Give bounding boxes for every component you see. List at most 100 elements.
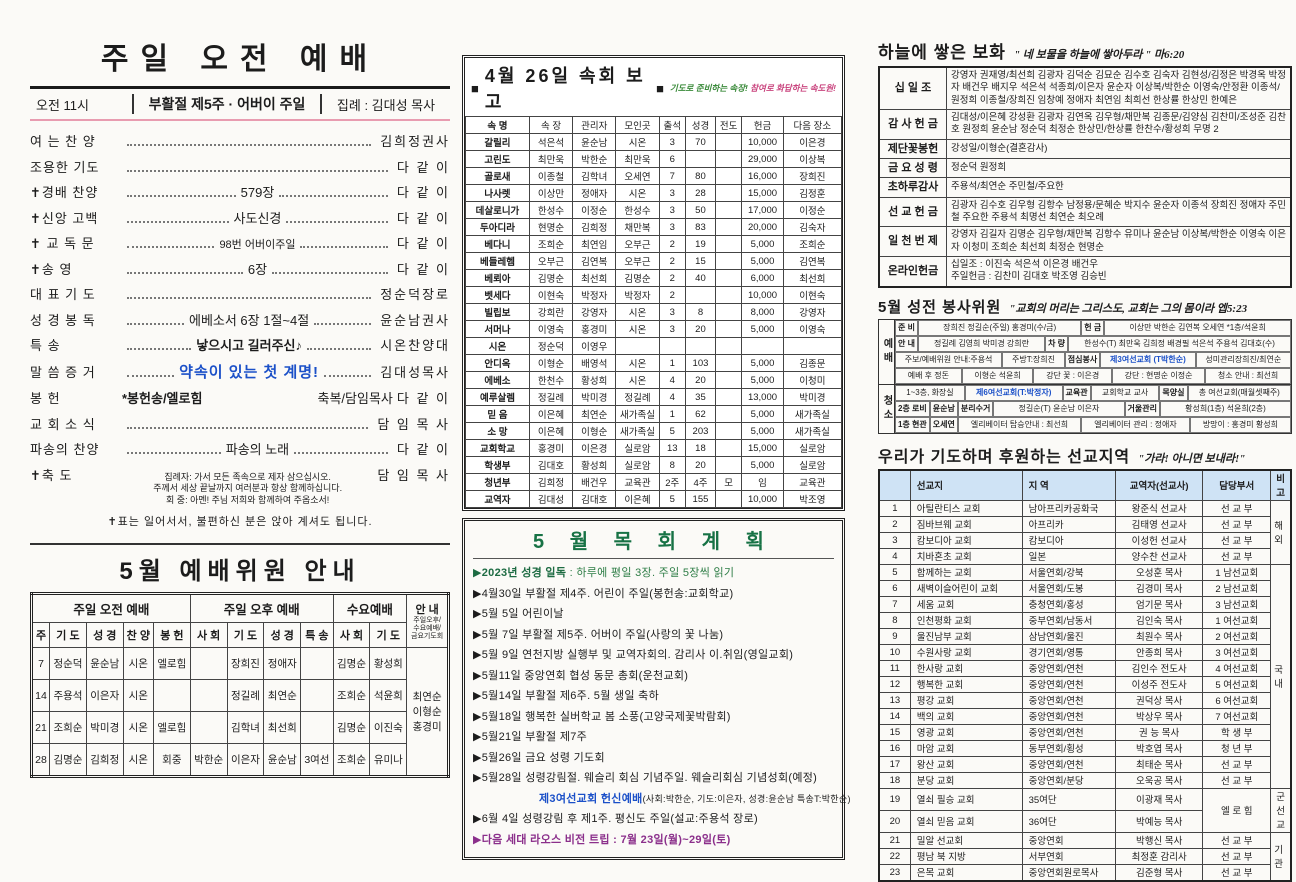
table-cell: 홍경미 xyxy=(572,320,617,338)
table-cell: 8 xyxy=(878,611,911,629)
table-cell: ▶6월 4일 성령강림 후 제1주. 평신도 주일(설교:주용석 장로) xyxy=(473,813,758,825)
table-cell: 주방T:장희진 xyxy=(1002,351,1065,368)
table-cell: 황성희 xyxy=(572,456,617,474)
table-row: 에베소 한천수 황성희 시온 4 20 5,000 이청미 xyxy=(465,371,843,389)
table-cell: 이영숙 xyxy=(782,320,843,338)
table-cell: 낳으시고 길러주신♪ xyxy=(196,338,302,353)
table-cell: 안종희 목사 xyxy=(1115,643,1204,661)
table-cell: 박예능 목사 xyxy=(1115,809,1204,833)
table-cell: 시온 xyxy=(122,679,154,713)
table-cell: 여 는 찬 양 xyxy=(30,134,96,149)
table-row: 22 평남 북 지방 서부연회 최정훈 감리사 선 교 부 xyxy=(878,847,1291,865)
table-cell: 6,000 xyxy=(741,269,784,287)
table-cell xyxy=(684,286,717,304)
table-cell: 주용석/최연순 주민철/주요한 xyxy=(946,177,1292,198)
table-cell: 5,000 xyxy=(741,371,784,389)
table-cell: 집례자: 가서 모든 족속으로 제자 삼으십시오. 주께서 세상 끝날까지 여러… xyxy=(153,471,343,505)
table-cell: 5,000 xyxy=(741,320,784,338)
table-cell: 학 생 부 xyxy=(1202,723,1272,741)
table-row: 제단꽃봉헌 강성일/이형순(결혼감사) xyxy=(878,138,1292,160)
missions-titlebar: 우리가 기도하며 후원하는 선교지역 "가라! 아니면 보내라!" xyxy=(878,443,1292,467)
table-cell: 3 남선교회 xyxy=(1202,595,1272,613)
service-group-rows: 준 비 장희진 정길순(주일) 홍경미(수/금) 헌 금 이상만 박한순 김연복 오세… xyxy=(895,319,1292,384)
table-cell: 5,000 xyxy=(741,422,784,440)
table-cell: 치바혼초 교회 xyxy=(909,547,1023,565)
table-cell: 배영석 xyxy=(572,354,617,372)
table-cell: 강영자 권재영/최선희 김광자 김덕순 김묘순 김수호 김숙자 김현성/김정은 … xyxy=(946,66,1292,111)
table-cell: 대 표 기 도 xyxy=(30,287,96,302)
table-cell: 김대호 xyxy=(572,490,617,508)
table-cell: 박조영 xyxy=(782,490,843,508)
table-row: 파송의 찬양 파송의 노래 다 같 이 xyxy=(30,439,450,458)
table-cell: 권 능 목사 xyxy=(1115,723,1204,741)
table-cell: 교역자 xyxy=(465,490,530,508)
table-cell: 새가족실 xyxy=(615,422,660,440)
table-cell: 강성일/이형순(결혼감사) xyxy=(946,138,1292,160)
table-row: 두아디라 현명순 김희정 채만복 3 83 20,000 김숙자 xyxy=(465,218,843,236)
table-cell: 마암 교회 xyxy=(909,739,1023,757)
table-row: 5 함께하는 교회 서울연회/강북 오성훈 목사 1 남선교회 국 내 xyxy=(878,563,1292,789)
table-cell: 백의 교회 xyxy=(909,707,1023,725)
table-cell: 안 내 주일오후/ 수요예배/ 금요기도회 xyxy=(406,593,449,649)
table-cell xyxy=(684,150,717,168)
table-cell: 2 xyxy=(658,235,686,253)
table-cell: 시온 xyxy=(615,354,660,372)
offering-table-body: 십 일 조 강영자 권재영/최선희 김광자 김덕순 김묘순 김수호 김숙자 김현성… xyxy=(878,66,1292,288)
table-cell: 사 회 xyxy=(189,622,228,649)
table-cell: 엘리베이터 탑승안내 : 최선희 xyxy=(957,416,1082,433)
table-cell: 박한순 xyxy=(572,150,617,168)
table-cell: 2 xyxy=(878,515,911,533)
table-row: 시온 정순덕 이영우 xyxy=(465,337,843,355)
table-cell: (사회:박한순, 기도:이은자, 성경:윤순남 특송T:박한순) xyxy=(642,793,851,804)
table-cell: 5 여선교회 xyxy=(1202,675,1272,693)
table-row: 벳세다 이현숙 박정자 박정자 2 10,000 이현숙 xyxy=(465,286,843,304)
table-cell: 아프리카 xyxy=(1021,515,1117,533)
table-cell: 축복/담임목사 xyxy=(317,391,393,406)
table-cell: 이형순 석윤희 xyxy=(961,367,1034,384)
table-cell: 다 같 이 xyxy=(396,210,451,226)
table-cell: 선 교 부 xyxy=(1202,515,1272,533)
table-cell: 예배 후 정돈 xyxy=(895,367,962,384)
table-cell: 최연순 xyxy=(263,679,302,713)
table-cell: 정순덕 원정희 xyxy=(946,158,1292,179)
table-cell: 이상만 박한순 김연복 오세연 *1층/석윤희 xyxy=(1104,319,1292,336)
table-cell: 박상우 목사 xyxy=(1115,707,1204,725)
table-row: 21 조희순 박미경 시온 엘로힘 김학녀 최선희 김명순 이진숙 xyxy=(30,711,449,745)
table-cell: 정길례 xyxy=(528,388,574,406)
table-cell: 2 여선교회 xyxy=(1202,627,1272,645)
table-cell: 5 xyxy=(658,490,686,508)
table-cell: 소 망 xyxy=(465,422,530,440)
morning-worship-section: 주일 오전 예배 오전 11시 부활절 제5주 · 어버이 주일 집례 : 김대… xyxy=(30,34,450,779)
table-cell: 십일조 : 이진숙 석은석 이은경 배건우 주일헌금 : 김찬미 김대호 박조영… xyxy=(946,255,1292,288)
table-row: ✝신앙 고백 사도신경 다 같 이 xyxy=(30,208,450,227)
mission-support-section: 우리가 기도하며 후원하는 선교지역 "가라! 아니면 보내라!" 선교지 지 역… xyxy=(878,443,1292,882)
table-cell xyxy=(714,337,743,355)
table-cell: 19 xyxy=(878,787,911,811)
table-cell: 주보/예배위원 안내:주용석 xyxy=(895,351,1003,368)
table-row: ▶5월14일 부활절 제6주. 5월 생일 축하 xyxy=(473,687,834,703)
ministry-plan-list: ▶2023년 성경 일독 : 하루에 평일 3장. 주일 5장씩 읽기 ▶4월30… xyxy=(473,564,850,847)
table-cell: 14 xyxy=(878,707,911,725)
table-cell: 정길례 김영희 박미경 강희란 xyxy=(917,335,1046,352)
ministry-plan-title: 5 월 목 회 계 획 xyxy=(473,523,834,559)
table-cell: 중앙연회/연천 xyxy=(1021,723,1117,741)
table-cell: 시온 xyxy=(615,371,660,389)
table-cell: 다 같 이 xyxy=(396,236,450,251)
table-cell xyxy=(294,443,388,454)
table-row: 2 짐바브웨 교회 아프리카 김태영 선교사 선 교 부 xyxy=(878,515,1291,533)
table-row: 온라인헌금 십일조 : 이진숙 석은석 이은경 배건우 주일헌금 : 김찬미 김대… xyxy=(878,255,1292,288)
table-cell: 7 xyxy=(878,595,911,613)
table-cell: 남아프리카공화국 xyxy=(1021,499,1117,517)
table-cell: 엘 로 힘 xyxy=(1202,787,1272,833)
table-cell xyxy=(714,439,743,457)
table-cell: 이종철 xyxy=(528,167,574,185)
table-cell xyxy=(714,184,743,202)
table-row: 성 경 봉 독 에베소서 6장 1절~4절 윤순남권사 xyxy=(30,310,450,329)
table-cell: 행복한 교회 xyxy=(909,675,1023,693)
table-cell: 분리수거 xyxy=(957,400,994,417)
table-cell: 빌립보 xyxy=(465,303,530,321)
table-cell: 에베소서 6장 1절~4절 xyxy=(188,312,310,328)
